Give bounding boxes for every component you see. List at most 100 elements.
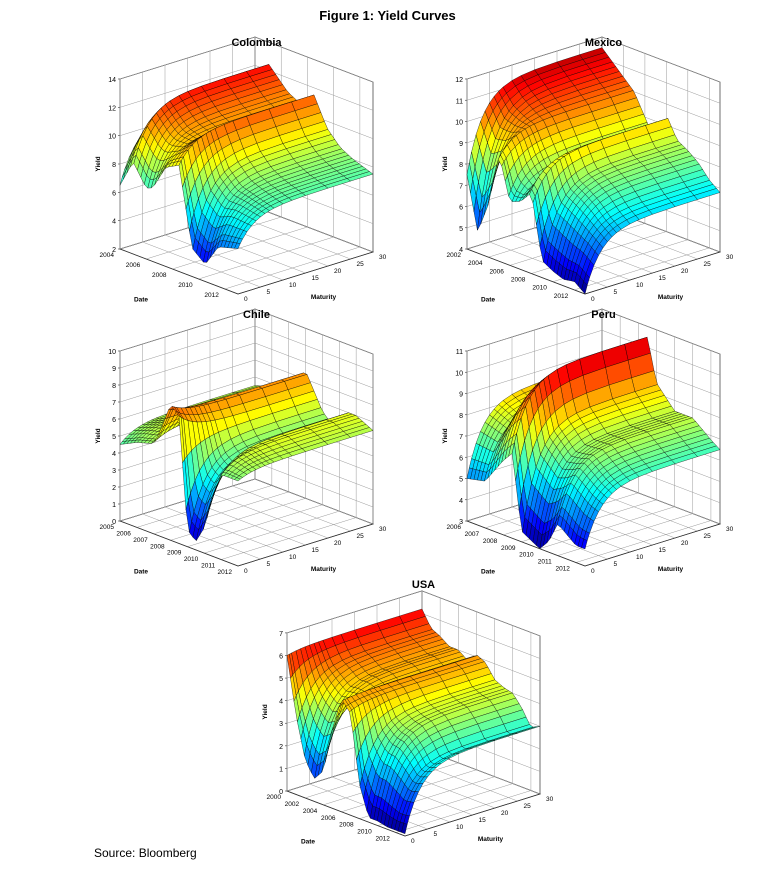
- colombia-yield-tick-label: 12: [108, 105, 116, 112]
- mexico-maturity-tick-label: 20: [681, 268, 689, 275]
- mexico-surface-cell: [581, 280, 588, 295]
- colombia-date-tick-label: 2004: [100, 252, 115, 259]
- mexico-yield-tick-label: 12: [455, 77, 463, 84]
- chile-yield-tick-label: 7: [112, 400, 116, 407]
- peru-yield-tick-label: 11: [456, 349, 463, 356]
- chile-maturity-tick-label: 30: [379, 526, 387, 533]
- chile-surface-cell: [234, 477, 241, 482]
- colombia-yield-tick-label: 10: [108, 134, 116, 141]
- chile-date-tick-label: 2007: [133, 537, 148, 544]
- colombia-maturity-axis: [237, 251, 374, 295]
- colombia-maturity-tick-label: 15: [312, 275, 320, 282]
- colombia-date-tick-label: 2012: [204, 292, 219, 299]
- peru-maturity-tick-label: 15: [659, 547, 667, 554]
- mexico-date-tick-label: 2006: [489, 268, 504, 275]
- colombia-maturity-tick-label: 10: [289, 282, 297, 289]
- usa-date-tick-label: 2000: [267, 794, 282, 801]
- peru-yield-tick-label: 9: [459, 392, 463, 399]
- colombia-maturity-tick-label: 5: [267, 289, 271, 296]
- chile-yield-tick-label: 0: [112, 519, 116, 526]
- chart-panel-chile: 0 1 2 3 4 5 6 7 8 9 10 2005 2006 2007 2008 2009 2010 2011…: [38, 306, 393, 586]
- mexico-maturity-tick-label: 25: [704, 261, 712, 268]
- colombia-yield-tick-label: 14: [108, 77, 116, 84]
- mexico-yield-tick-label: 7: [459, 183, 463, 190]
- peru-maturity-tick-label: 25: [704, 533, 712, 540]
- peru-maturity-gridline: [489, 344, 608, 560]
- chile-title: Chile: [243, 309, 270, 321]
- usa-date-tick-label: 2002: [285, 801, 300, 808]
- colombia-maturity-tick-label: 0: [244, 296, 248, 303]
- mexico-maturity-tick-label: 5: [614, 289, 618, 296]
- surface-chart-colombia: 2 4 6 8 10 12 14 2004 2006 2008 2010 2012 0 5 10 15 20 25…: [95, 36, 387, 304]
- peru-maturity-tick-label: 30: [726, 526, 734, 533]
- mexico-maturity-tick-label: 15: [659, 275, 667, 282]
- peru-maturity-tick-label: 20: [681, 540, 689, 547]
- mexico-date-tick-label: 2008: [511, 277, 526, 284]
- usa-date-axis-label: Date: [301, 839, 315, 846]
- usa-maturity-axis-label: Maturity: [478, 836, 504, 843]
- colombia-maturity-axis-label: Maturity: [311, 294, 337, 301]
- usa-yield-tick-label: 0: [279, 789, 283, 796]
- peru-surface-cell: [581, 538, 588, 550]
- chile-date-tick-label: 2012: [218, 569, 233, 576]
- chart-panel-mexico: 4 5 6 7 8 9 10 11 12 2002 2004 2006 2008 2010 2012 0 5 10…: [385, 34, 740, 314]
- chile-maturity-gridline: [164, 337, 284, 553]
- usa-maturity-tick-label: 10: [456, 824, 464, 831]
- colombia-maturity-tick-label: 20: [334, 268, 342, 275]
- chart-panel-peru: 3 4 5 6 7 8 9 10 11 2006 2007 2008 2009 2010 2011 2012 0…: [385, 306, 740, 586]
- mexico-date-axis-label: Date: [481, 297, 495, 304]
- colombia-yield-axis-label: Yield: [95, 156, 102, 171]
- mexico-yield-axis-label: Yield: [442, 156, 449, 171]
- colombia-date-axis-label: Date: [134, 297, 148, 304]
- chile-yield-tick-label: 6: [112, 417, 116, 424]
- peru-yield-tick-label: 6: [459, 455, 463, 462]
- chile-yield-axis-label: Yield: [95, 428, 102, 443]
- chile-maturity-axis-label: Maturity: [311, 566, 337, 573]
- peru-date-axis: [466, 520, 586, 567]
- mexico-maturity-tick-label: 30: [726, 254, 734, 261]
- usa-surface-cell: [401, 823, 408, 834]
- chile-date-tick-label: 2005: [100, 524, 115, 531]
- mexico-maturity-axis-label: Maturity: [658, 294, 684, 301]
- chile-yield-tick-label: 5: [112, 434, 116, 441]
- usa-yield-tick-label: 7: [279, 631, 283, 638]
- chile-maturity-tick-label: 15: [312, 547, 320, 554]
- mexico-yield-tick-label: 6: [459, 205, 463, 212]
- peru-yield-tick-label: 7: [459, 434, 463, 441]
- mexico-surface: [466, 47, 721, 295]
- usa-yield-tick-label: 1: [279, 766, 283, 773]
- peru-maturity-axis-label: Maturity: [658, 566, 684, 573]
- peru-maturity-tick-label: 5: [614, 561, 618, 568]
- mexico-date-axis: [466, 248, 586, 295]
- usa-yield-tick-label: 5: [279, 676, 283, 683]
- peru-maturity-gridline: [511, 337, 631, 553]
- mexico-yield-tick-label: 5: [459, 226, 463, 233]
- usa-maturity-tick-label: 20: [501, 810, 509, 817]
- usa-title: USA: [412, 579, 435, 591]
- chile-yield-tick-label: 1: [112, 502, 116, 509]
- usa-date-tick-label: 2006: [321, 815, 336, 822]
- colombia-surface-cell: [119, 170, 126, 186]
- chile-date-tick-label: 2011: [201, 563, 215, 570]
- mexico-yield-tick-label: 8: [459, 162, 463, 169]
- peru-date-tick-label: 2010: [519, 552, 534, 559]
- colombia-maturity-tick-label: 25: [357, 261, 365, 268]
- colombia-yield-tick-label: 6: [112, 190, 116, 197]
- chile-maturity-gridline: [254, 309, 374, 525]
- usa-yield-tick-label: 2: [279, 744, 283, 751]
- usa-yield-tick-label: 3: [279, 721, 283, 728]
- chile-yield-tick-label: 8: [112, 383, 116, 390]
- peru-date-tick-label: 2008: [483, 538, 498, 545]
- colombia-yield-tick-label: 2: [112, 247, 116, 254]
- chile-maturity-tick-label: 10: [289, 554, 297, 561]
- chile-maturity-axis: [237, 523, 374, 567]
- mexico-title: Mexico: [585, 37, 623, 49]
- peru-yield-tick-label: 4: [459, 498, 463, 505]
- usa-maturity-tick-label: 30: [546, 796, 554, 803]
- chile-maturity-tick-label: 25: [357, 533, 365, 540]
- peru-date-tick-label: 2007: [465, 531, 480, 538]
- mexico-date-tick-label: 2004: [468, 260, 483, 267]
- peru-surface: [466, 336, 721, 550]
- chile-date-tick-label: 2008: [150, 543, 165, 550]
